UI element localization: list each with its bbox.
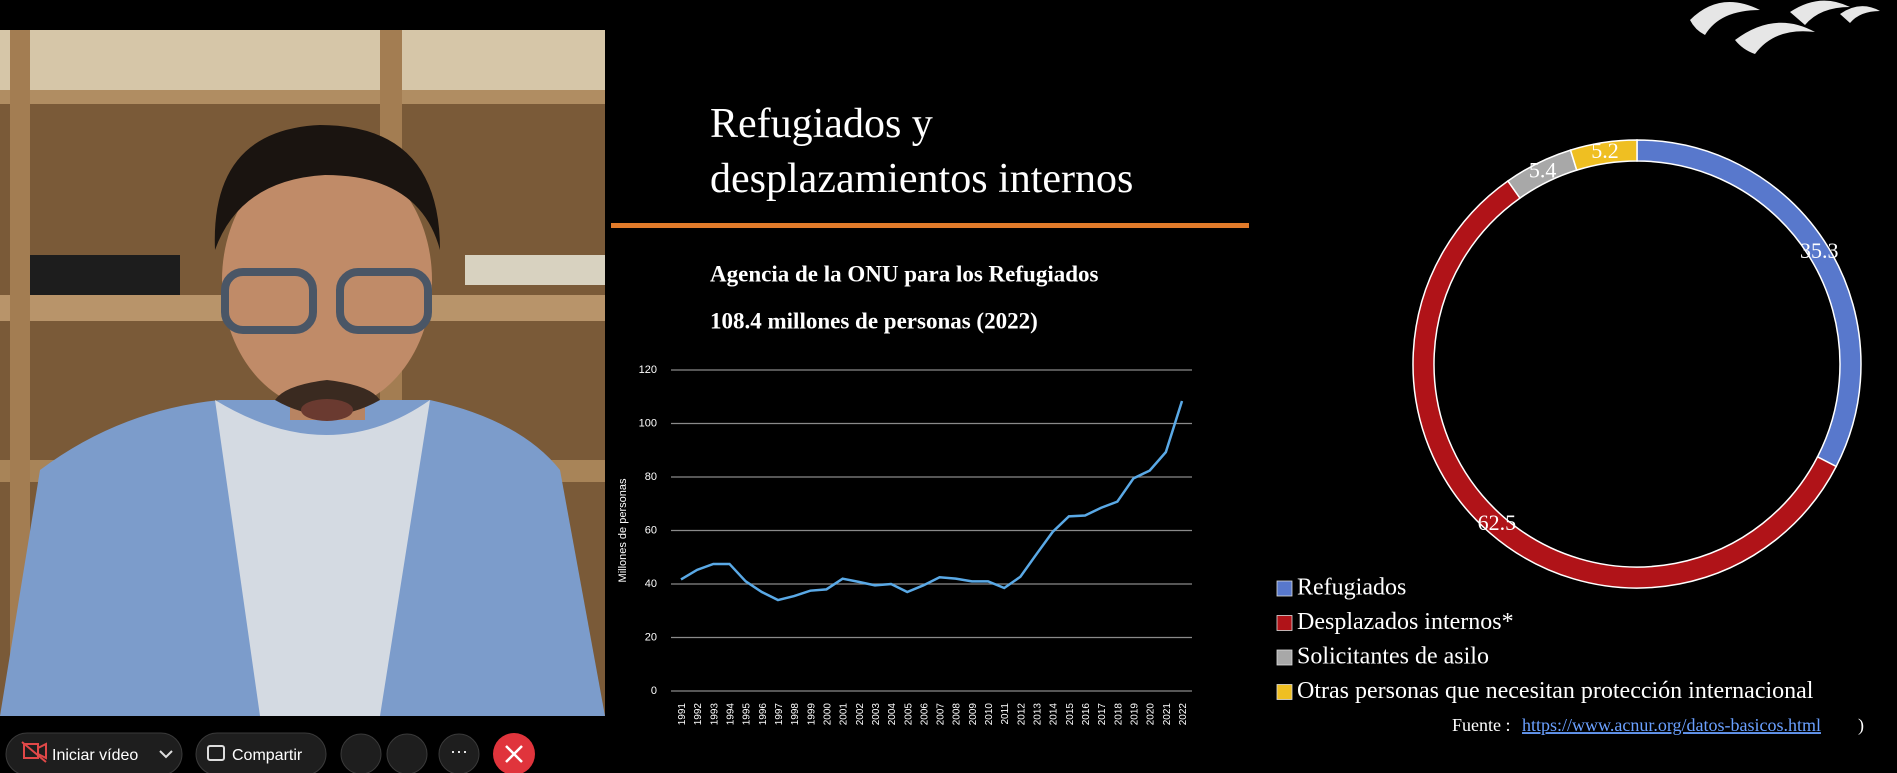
x-tick-label: 2006 (919, 703, 930, 726)
x-tick-label: 1999 (806, 703, 817, 726)
y-axis-label: Millones de personas (617, 478, 629, 582)
donut-segment (1569, 139, 1638, 172)
source-close: ) (1858, 715, 1864, 736)
x-tick-label: 2009 (968, 703, 979, 726)
legend-swatch (1276, 684, 1293, 700)
x-tick-label: 2000 (822, 703, 833, 726)
svg-text:···: ··· (450, 741, 468, 761)
slide-title: Refugiados y (710, 101, 933, 147)
x-tick-label: 2022 (1178, 703, 1189, 726)
x-tick-label: 1993 (709, 703, 720, 726)
data-label: 5.4 (1529, 158, 1557, 183)
subtitle: 108.4 millones de personas (2022) (710, 308, 1038, 333)
x-tick-label: 2017 (1097, 703, 1108, 726)
data-label: 35.3 (1800, 238, 1839, 263)
legend-label: Solicitantes de asilo (1297, 644, 1489, 670)
y-tick-label: 80 (645, 471, 657, 483)
x-tick-label: 1992 (693, 703, 704, 726)
data-label: 5.2 (1591, 138, 1619, 163)
share-button[interactable] (195, 732, 327, 773)
legend-label: Desplazados internos* (1297, 609, 1514, 635)
y-tick-label: 20 (645, 631, 657, 643)
x-tick-label: 1998 (790, 703, 801, 726)
y-tick-label: 60 (645, 524, 657, 536)
x-tick-label: 2002 (855, 703, 866, 726)
source-label: Fuente : (1452, 715, 1511, 735)
x-tick-label: 2012 (1016, 703, 1027, 726)
source-link[interactable]: https://www.acnur.org/datos-basicos.html (1522, 715, 1821, 735)
video-feed (0, 30, 605, 716)
x-tick-label: 2004 (887, 703, 898, 726)
x-tick-label: 2011 (1000, 703, 1011, 725)
x-tick-label: 2020 (1146, 703, 1157, 726)
x-tick-label: 1994 (725, 703, 736, 726)
raise-hand-button[interactable] (340, 733, 382, 773)
x-tick-label: 2010 (984, 703, 995, 726)
x-tick-label: 2021 (1162, 703, 1173, 726)
y-tick-label: 120 (639, 364, 657, 376)
reactions-button[interactable] (386, 733, 428, 773)
x-tick-label: 1991 (677, 703, 688, 726)
y-tick-label: 40 (645, 578, 657, 590)
x-tick-label: 1996 (758, 703, 769, 726)
toolbar: Iniciar vídeo Compartir ··· (0, 716, 605, 773)
x-tick-label: 2008 (952, 703, 963, 726)
x-tick-label: 1995 (742, 703, 753, 726)
x-tick-label: 2005 (903, 703, 914, 726)
title-rule (611, 223, 1249, 228)
x-tick-label: 1997 (774, 703, 785, 726)
logo (1690, 0, 1880, 54)
more-button[interactable] (438, 733, 480, 773)
legend-label: Otras personas que necesitan protección … (1297, 678, 1814, 704)
x-tick-label: 2001 (839, 703, 850, 726)
slide-title: desplazamientos internos (710, 156, 1133, 202)
y-tick-label: 100 (639, 417, 657, 429)
legend-swatch (1276, 580, 1293, 597)
x-tick-label: 2016 (1081, 703, 1092, 726)
x-tick-label: 2007 (936, 703, 947, 726)
share-label: Compartir (232, 747, 303, 764)
donut-segment (1412, 179, 1838, 589)
x-tick-label: 2013 (1033, 703, 1044, 726)
x-tick-label: 2018 (1113, 703, 1124, 726)
legend-swatch (1276, 615, 1293, 631)
subtitle: Agencia de la ONU para los Refugiados (710, 261, 1099, 286)
start-video-label: Iniciar vídeo (52, 747, 138, 764)
x-tick-label: 2014 (1049, 703, 1060, 726)
start-video-button[interactable] (5, 732, 183, 773)
x-tick-label: 2003 (871, 703, 882, 726)
x-tick-label: 2019 (1130, 703, 1141, 726)
legend-label: Refugiados (1297, 575, 1406, 601)
y-tick-label: 0 (651, 685, 657, 697)
data-label: 62.5 (1478, 510, 1517, 535)
legend-swatch (1276, 649, 1293, 666)
x-tick-label: 2015 (1065, 703, 1076, 726)
line-series (680, 400, 1184, 602)
